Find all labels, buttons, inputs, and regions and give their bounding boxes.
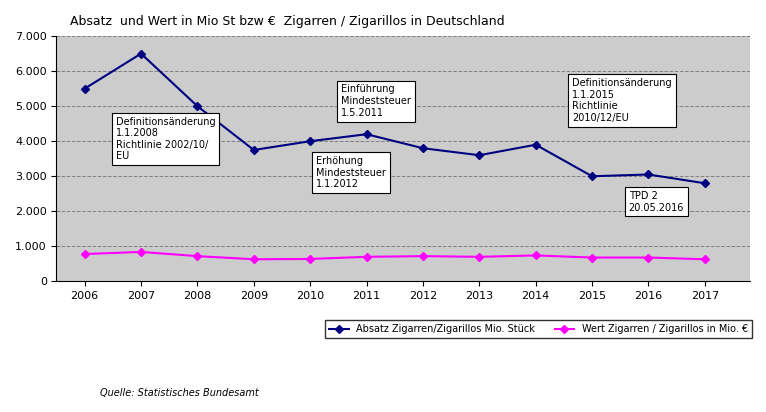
Wert Zigarren / Zigarillos in Mio. € (193, 254, 202, 259)
Absatz Zigarren/Zigarillos Mio. Stück (588, 174, 597, 179)
Absatz Zigarren/Zigarillos Mio. Stück (249, 147, 258, 152)
Text: Erhöhung
Mindeststeuer
1.1.2012: Erhöhung Mindeststeuer 1.1.2012 (316, 156, 386, 190)
Wert Zigarren / Zigarillos in Mio. € (700, 257, 709, 262)
Wert Zigarren / Zigarillos in Mio. € (249, 257, 258, 262)
Wert Zigarren / Zigarillos in Mio. € (588, 255, 597, 260)
Text: Absatz  und Wert in Mio St bzw €  Zigarren / Zigarillos in Deutschland: Absatz und Wert in Mio St bzw € Zigarren… (70, 15, 505, 28)
Absatz Zigarren/Zigarillos Mio. Stück (80, 86, 90, 91)
Legend: Absatz Zigarren/Zigarillos Mio. Stück, Wert Zigarren / Zigarillos in Mio. €: Absatz Zigarren/Zigarillos Mio. Stück, W… (326, 320, 752, 338)
Line: Wert Zigarren / Zigarillos in Mio. €: Wert Zigarren / Zigarillos in Mio. € (82, 249, 708, 262)
Absatz Zigarren/Zigarillos Mio. Stück (700, 181, 709, 186)
Absatz Zigarren/Zigarillos Mio. Stück (193, 104, 202, 109)
Wert Zigarren / Zigarillos in Mio. € (306, 256, 315, 261)
Absatz Zigarren/Zigarillos Mio. Stück (418, 146, 427, 151)
Line: Absatz Zigarren/Zigarillos Mio. Stück: Absatz Zigarren/Zigarillos Mio. Stück (82, 51, 708, 186)
Wert Zigarren / Zigarillos in Mio. € (80, 252, 90, 257)
Absatz Zigarren/Zigarillos Mio. Stück (475, 153, 484, 158)
Text: Einführung
Mindeststeuer
1.5.2011: Einführung Mindeststeuer 1.5.2011 (341, 84, 411, 118)
Text: TPD 2
20.05.2016: TPD 2 20.05.2016 (629, 191, 684, 213)
Absatz Zigarren/Zigarillos Mio. Stück (644, 172, 653, 177)
Text: Definitionsänderung
1.1.2008
Richtlinie 2002/10/
EU: Definitionsänderung 1.1.2008 Richtlinie … (116, 117, 215, 162)
Absatz Zigarren/Zigarillos Mio. Stück (362, 132, 372, 137)
Wert Zigarren / Zigarillos in Mio. € (136, 249, 146, 254)
Absatz Zigarren/Zigarillos Mio. Stück (306, 139, 315, 144)
Wert Zigarren / Zigarillos in Mio. € (644, 255, 653, 260)
Wert Zigarren / Zigarillos in Mio. € (418, 254, 427, 259)
Wert Zigarren / Zigarillos in Mio. € (531, 253, 540, 258)
Absatz Zigarren/Zigarillos Mio. Stück (136, 51, 146, 56)
Text: Definitionsänderung
1.1.2015
Richtlinie
2010/12/EU: Definitionsänderung 1.1.2015 Richtlinie … (572, 78, 672, 123)
Absatz Zigarren/Zigarillos Mio. Stück (531, 142, 540, 147)
Wert Zigarren / Zigarillos in Mio. € (362, 254, 372, 259)
Text: Quelle: Statistisches Bundesamt: Quelle: Statistisches Bundesamt (100, 388, 258, 398)
Wert Zigarren / Zigarillos in Mio. € (475, 254, 484, 259)
